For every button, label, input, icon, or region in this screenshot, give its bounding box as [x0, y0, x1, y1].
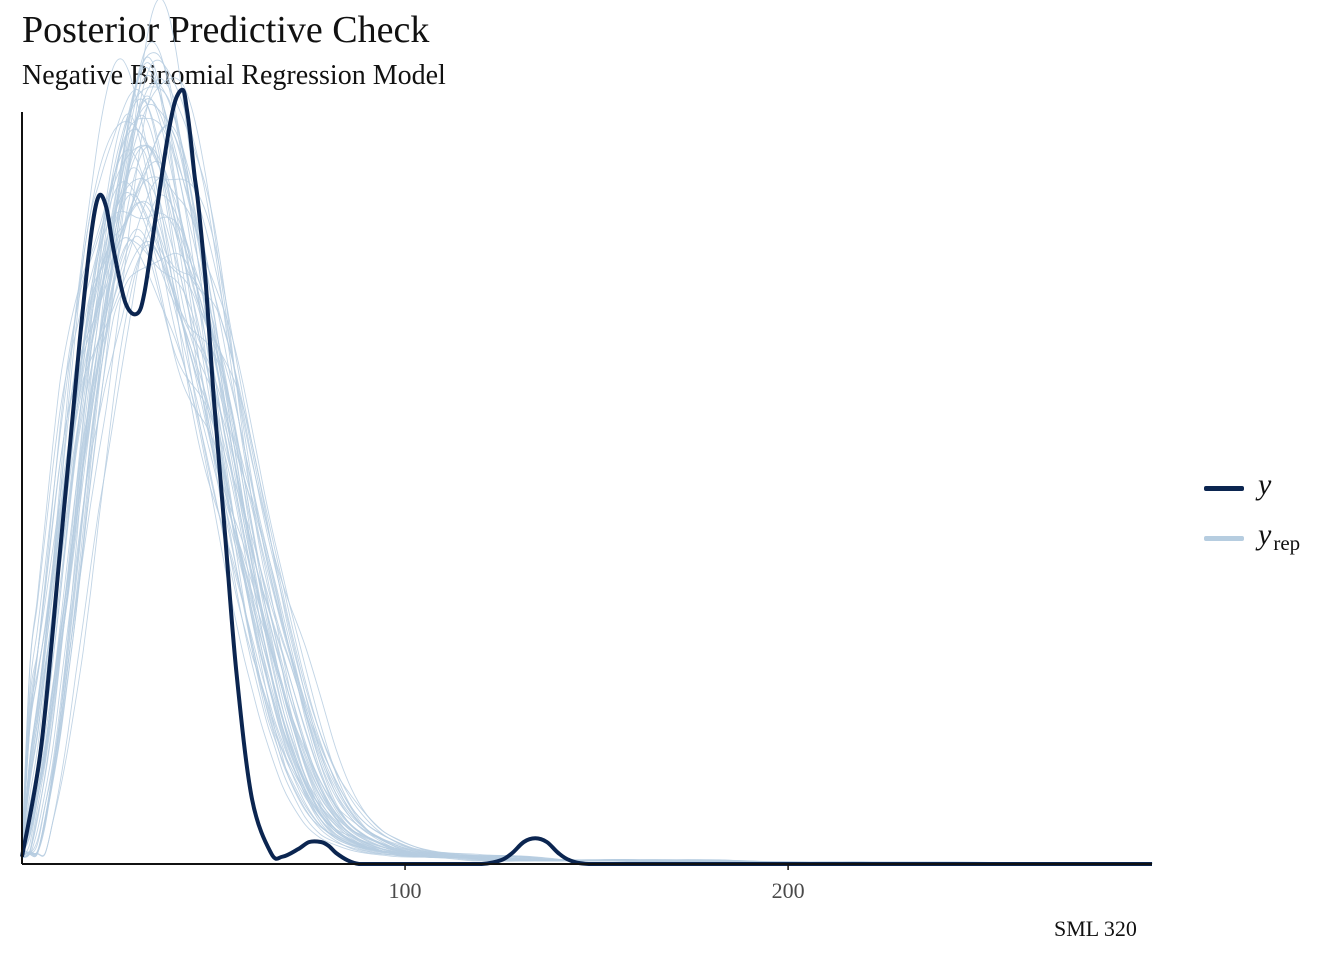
yrep-line-48	[21, 146, 1153, 864]
chart-title: Posterior Predictive Check	[22, 9, 430, 51]
yrep-line-35	[21, 52, 1153, 864]
yrep-line-7	[21, 113, 1153, 864]
legend-item-y: y	[1200, 468, 1340, 518]
legend-item-yrep: yrep	[1200, 518, 1340, 568]
x-tick-label-200: 200	[772, 878, 805, 903]
yrep-line-1	[21, 62, 1153, 864]
x-tick-label-100: 100	[389, 878, 422, 903]
yrep-line-23	[21, 125, 1153, 864]
axes: 100 200	[21, 112, 1152, 903]
yrep-line-43	[21, 117, 1153, 864]
legend-swatch-y	[1204, 486, 1244, 491]
legend-label-y: y	[1258, 468, 1272, 501]
yrep-line-33	[21, 128, 1153, 864]
yrep-line-3	[21, 244, 1153, 864]
chart-subtitle: Negative Binomial Regression Model	[22, 60, 446, 91]
y-line	[20, 87, 1152, 867]
y-line-group	[20, 87, 1152, 867]
legend: y yrep	[1200, 468, 1340, 568]
yrep-line-2	[21, 145, 1153, 864]
yrep-line-18	[21, 124, 1153, 864]
legend-swatch-yrep	[1204, 536, 1244, 541]
yrep-line-5	[21, 200, 1153, 864]
yrep-line-16	[21, 252, 1153, 864]
yrep-line-22	[21, 144, 1153, 864]
yrep-line-42	[21, 66, 1153, 864]
yrep-line-27	[21, 201, 1153, 864]
legend-label-yrep: yrep	[1258, 518, 1301, 555]
yrep-line-28	[21, 146, 1153, 864]
chart-caption: SML 320	[1054, 916, 1137, 941]
yrep-line-46	[21, 181, 1153, 864]
yrep-line-29	[21, 56, 1153, 864]
yrep-line-25	[21, 86, 1153, 864]
yrep-line-38	[21, 114, 1153, 864]
yrep-line-41	[21, 239, 1153, 864]
yrep-line-45	[21, 216, 1153, 864]
